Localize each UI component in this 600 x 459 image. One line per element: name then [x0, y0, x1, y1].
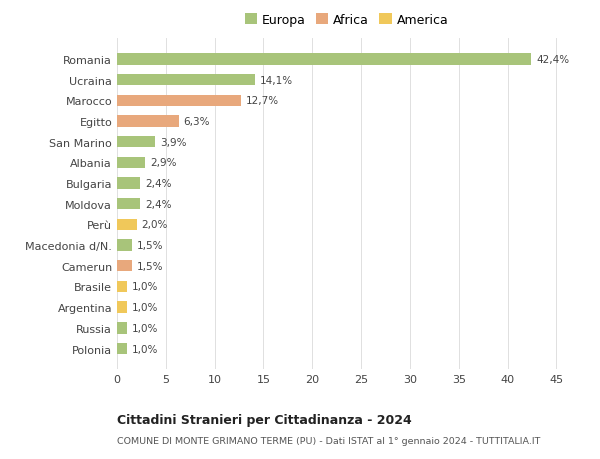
Text: 1,0%: 1,0%: [131, 282, 158, 292]
Text: 2,4%: 2,4%: [145, 179, 172, 189]
Text: 1,0%: 1,0%: [131, 302, 158, 313]
Bar: [117, 75, 254, 86]
Text: 2,9%: 2,9%: [150, 158, 177, 168]
Legend: Europa, Africa, America: Europa, Africa, America: [239, 9, 454, 32]
Text: COMUNE DI MONTE GRIMANO TERME (PU) - Dati ISTAT al 1° gennaio 2024 - TUTTITALIA.: COMUNE DI MONTE GRIMANO TERME (PU) - Dat…: [117, 436, 541, 445]
Bar: [117, 95, 241, 106]
Bar: [117, 261, 131, 272]
Bar: [117, 343, 127, 354]
Text: 6,3%: 6,3%: [184, 117, 210, 127]
Text: 1,0%: 1,0%: [131, 323, 158, 333]
Text: 2,4%: 2,4%: [145, 199, 172, 209]
Text: Cittadini Stranieri per Cittadinanza - 2024: Cittadini Stranieri per Cittadinanza - 2…: [117, 413, 412, 426]
Bar: [117, 240, 131, 251]
Bar: [117, 157, 145, 168]
Text: 1,5%: 1,5%: [137, 241, 163, 251]
Bar: [117, 178, 140, 189]
Bar: [117, 219, 137, 230]
Bar: [117, 116, 179, 127]
Text: 2,0%: 2,0%: [142, 220, 168, 230]
Bar: [117, 323, 127, 334]
Bar: [117, 281, 127, 292]
Text: 1,0%: 1,0%: [131, 344, 158, 354]
Text: 12,7%: 12,7%: [246, 96, 279, 106]
Bar: [117, 54, 531, 65]
Bar: [117, 199, 140, 210]
Bar: [117, 302, 127, 313]
Text: 42,4%: 42,4%: [536, 55, 569, 65]
Text: 14,1%: 14,1%: [260, 75, 293, 85]
Text: 1,5%: 1,5%: [137, 261, 163, 271]
Text: 3,9%: 3,9%: [160, 137, 187, 147]
Bar: [117, 137, 155, 148]
